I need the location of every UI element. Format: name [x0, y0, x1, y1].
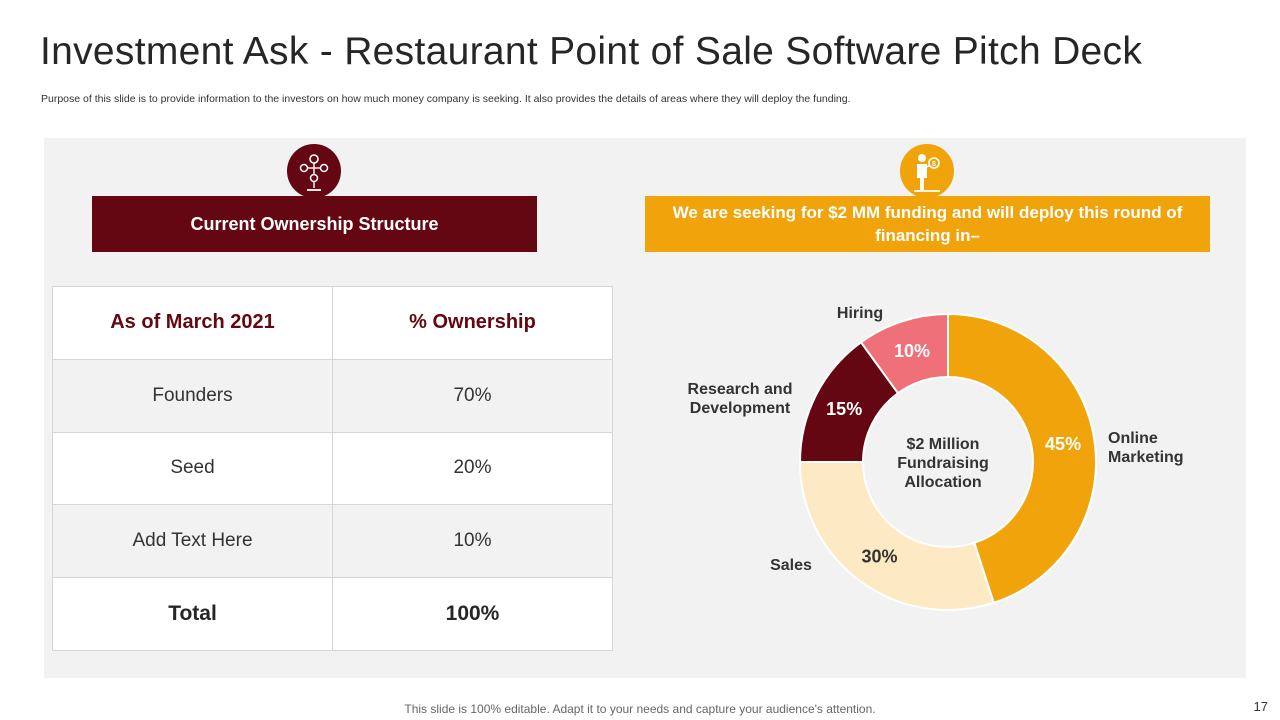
table-cell-holder: Seed	[52, 431, 333, 506]
donut-slice-hiring	[859, 312, 949, 395]
donut-value-label: 15%	[826, 399, 862, 419]
svg-text:$: $	[932, 161, 936, 168]
donut-value-label: 10%	[894, 341, 930, 361]
table-header-row: As of March 2021 % Ownership	[52, 286, 613, 360]
funding-banner: We are seeking for $2 MM funding and wil…	[645, 196, 1210, 252]
donut-slice-sales	[798, 461, 995, 611]
table-cell-percent: 70%	[332, 358, 613, 433]
slide-footer: This slide is 100% editable. Adapt it to…	[404, 702, 876, 716]
table-cell-percent: 10%	[332, 504, 613, 579]
table-header-ownership: % Ownership	[332, 286, 613, 360]
slide-subtitle: Purpose of this slide is to provide info…	[41, 93, 851, 105]
table-row: Seed 20%	[52, 431, 613, 506]
donut-center-label: $2 Million Fundraising Allocation	[897, 436, 989, 491]
slide-title: Investment Ask - Restaurant Point of Sal…	[40, 30, 1143, 73]
donut-category-label: Sales	[770, 557, 812, 574]
donut-category-label: Hiring	[837, 305, 883, 322]
fundraising-donut-chart: 45% Online Marketing 30% Sales 15% Research an…	[688, 305, 1184, 611]
table-cell-percent: 20%	[332, 431, 613, 506]
table-cell-holder: Add Text Here	[52, 504, 333, 579]
donut-slice-online-marketing	[947, 312, 1097, 605]
page-number: 17	[1253, 699, 1268, 714]
table-total-label: Total	[52, 577, 333, 651]
investor-person-icon: $	[900, 144, 954, 198]
donut-value-label: 30%	[862, 546, 898, 566]
table-row: Add Text Here 10%	[52, 504, 613, 579]
table-total-row: Total 100%	[52, 577, 613, 651]
table-header-date: As of March 2021	[52, 286, 333, 360]
table-total-value: 100%	[332, 577, 613, 651]
donut-category-label: Research and Development	[688, 381, 793, 417]
ownership-table: As of March 2021 % Ownership Founders 70…	[52, 286, 613, 651]
table-cell-holder: Founders	[52, 358, 333, 433]
ownership-network-icon	[287, 144, 341, 198]
ownership-banner: Current Ownership Structure	[92, 196, 537, 252]
donut-category-label: Online Marketing	[1108, 430, 1184, 466]
donut-value-label: 45%	[1045, 434, 1081, 454]
table-row: Founders 70%	[52, 358, 613, 433]
